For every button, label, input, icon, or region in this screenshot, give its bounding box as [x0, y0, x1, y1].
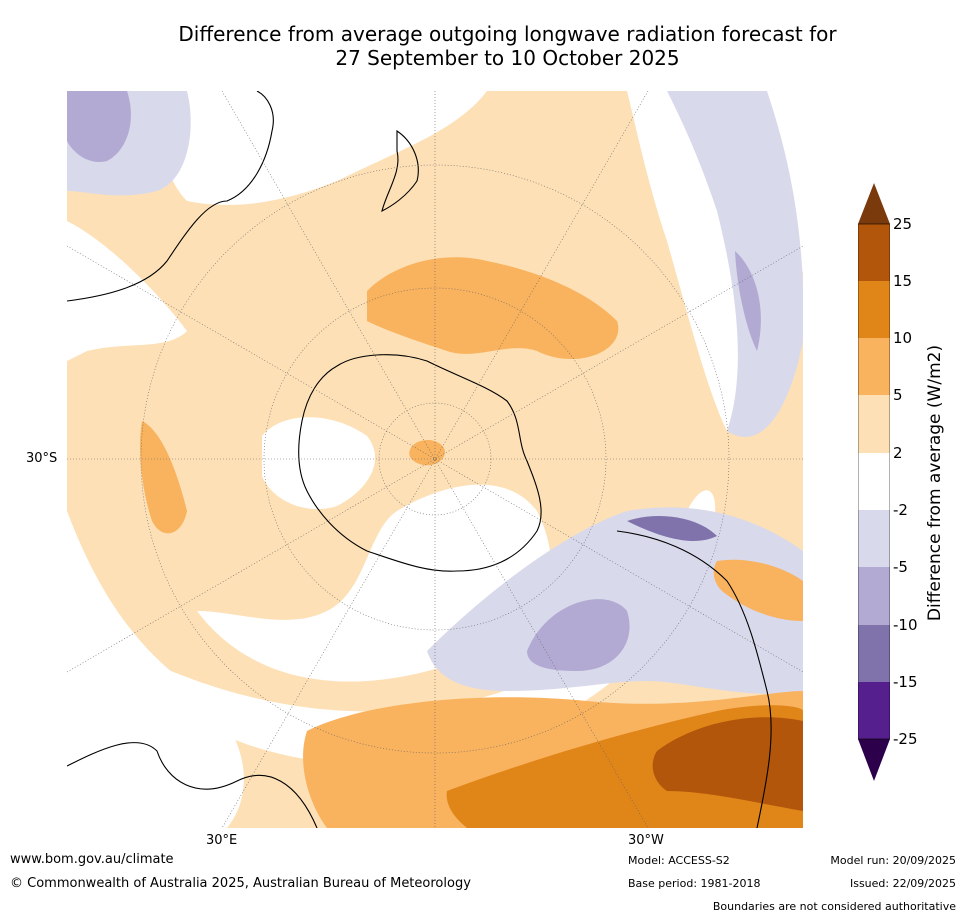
lon-label-30e: 30°E — [206, 833, 238, 848]
anomaly-neutral-southwest — [67, 511, 244, 828]
colorbar-tick-25: 25 — [893, 215, 913, 233]
polar-map — [67, 91, 803, 828]
colorbar-tick-neg10: -10 — [893, 616, 918, 634]
title-line-2: 27 September to 10 October 2025 — [335, 46, 680, 70]
anomaly-negative-5-10-east — [735, 251, 761, 351]
africa-outline — [67, 742, 318, 828]
colorbar-segment-10-15 — [858, 281, 890, 338]
colorbar-segment-2-5 — [858, 395, 890, 453]
colorbar-tick-2: 2 — [893, 444, 903, 462]
colorbar-title: Difference from average (W/m2) — [925, 344, 945, 622]
footer-url[interactable]: www.bom.gov.au/climate — [10, 852, 174, 867]
colorbar-segment-neg2-2 — [858, 453, 890, 510]
colorbar-tick-neg5: -5 — [893, 558, 908, 576]
anomaly-negative-10-15-sa — [627, 516, 717, 541]
lat-label-30s: 30°S — [26, 451, 58, 466]
footer-copyright: © Commonwealth of Australia 2025, Austra… — [10, 876, 471, 891]
colorbar-tick-neg15: -15 — [893, 673, 918, 691]
new-zealand-outline — [381, 129, 419, 213]
colorbar-tick-10: 10 — [893, 329, 913, 347]
chart-title: Difference from average outgoing longwav… — [60, 22, 955, 70]
footer-boundaries-note: Boundaries are not considered authoritat… — [712, 900, 956, 913]
anomaly-positive-5-10-south-africa — [713, 559, 803, 621]
colorbar-tick-5: 5 — [893, 386, 903, 404]
south-america-outline — [616, 530, 772, 828]
colorbar-tick-neg25: -25 — [893, 730, 918, 748]
anomaly-negative-2-5-east — [667, 91, 803, 437]
anomaly-neutral-west — [67, 221, 187, 361]
footer-model: Model: ACCESS-S2 — [628, 854, 730, 867]
colorbar-segment-neg25-neg15 — [858, 682, 890, 739]
anomaly-negative-5-10-south — [527, 599, 630, 671]
colorbar-top-arrow — [858, 183, 890, 224]
australia-outline — [67, 91, 274, 302]
colorbar-segment-neg5-neg2 — [858, 510, 890, 567]
title-line-1: Difference from average outgoing longwav… — [178, 22, 837, 46]
footer-base-period: Base period: 1981-2018 — [628, 877, 761, 890]
colorbar — [858, 183, 890, 781]
anomaly-neutral-band — [127, 490, 716, 764]
antarctica-outline — [298, 354, 542, 572]
anomaly-positive-5-10-west — [140, 421, 187, 534]
footer-model-run: Model run: 20/09/2025 — [830, 854, 956, 867]
anomaly-neutral-antarctica — [262, 417, 376, 510]
anomaly-negative-5-10-northwest — [67, 91, 131, 162]
anomaly-neutral-north — [163, 91, 488, 205]
colorbar-segment-neg15-neg10 — [858, 625, 890, 682]
graticule — [67, 91, 803, 828]
anomaly-positive-5-10-pacific — [367, 257, 619, 360]
footer-issued: Issued: 22/09/2025 — [849, 877, 956, 890]
lon-label-30w: 30°W — [628, 833, 664, 848]
colorbar-segment-neg10-neg5 — [858, 567, 890, 625]
colorbar-frame — [858, 223, 890, 740]
colorbar-segment-15-25 — [858, 224, 890, 281]
colorbar-bottom-arrow — [858, 739, 890, 781]
colorbar-segment-5-10 — [858, 338, 890, 395]
colorbar-tick-15: 15 — [893, 272, 913, 290]
colorbar-tick-neg2: -2 — [893, 501, 908, 519]
anomaly-negative-2-5-south — [427, 507, 803, 694]
